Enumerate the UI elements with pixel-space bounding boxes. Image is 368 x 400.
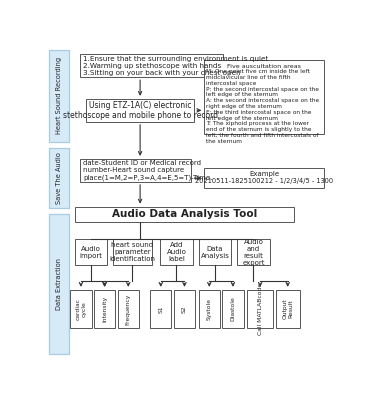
FancyBboxPatch shape [94,290,115,328]
Text: Systole: Systole [207,298,212,320]
FancyBboxPatch shape [199,239,231,265]
Text: Frequency: Frequency [126,294,131,325]
Text: S1: S1 [158,305,163,313]
Text: Audio Data Analysis Tool: Audio Data Analysis Tool [112,209,257,219]
FancyBboxPatch shape [74,207,294,222]
FancyBboxPatch shape [174,290,195,328]
Text: Save The Audio: Save The Audio [56,152,62,204]
Text: M: One point five cm inside the left
midclavicular line of the fifth
intercostal: M: One point five cm inside the left mid… [206,69,319,144]
FancyBboxPatch shape [49,214,69,354]
FancyBboxPatch shape [199,290,220,328]
Text: Example: Example [249,171,279,177]
Text: Using ETZ-1A(C) electronic
stethoscope and mobile phone to record: Using ETZ-1A(C) electronic stethoscope a… [63,101,218,120]
Text: heart sound
parameter
identification: heart sound parameter identification [109,242,155,262]
FancyBboxPatch shape [247,290,273,328]
Text: Audio
import: Audio import [79,246,102,258]
FancyBboxPatch shape [70,290,92,328]
FancyBboxPatch shape [204,168,324,188]
FancyBboxPatch shape [276,290,300,328]
Text: Audio
and
result
export: Audio and result export [242,238,265,266]
Text: date-Student ID or Medical record
number-Heart sound capture
place(1=M,2=P,3=A,4: date-Student ID or Medical record number… [83,160,212,181]
FancyBboxPatch shape [222,290,244,328]
FancyBboxPatch shape [49,50,69,142]
FancyBboxPatch shape [86,99,194,122]
FancyBboxPatch shape [113,239,152,265]
Text: cardiac
cycle: cardiac cycle [75,298,86,320]
FancyBboxPatch shape [49,148,69,208]
Text: Five auscultation areas: Five auscultation areas [227,64,301,69]
FancyBboxPatch shape [150,290,171,328]
FancyBboxPatch shape [80,159,191,182]
Text: Diastole: Diastole [230,297,236,322]
Text: Add
Audio
label: Add Audio label [167,242,187,262]
Text: Call MATLABcode: Call MATLABcode [258,283,263,335]
FancyBboxPatch shape [80,54,223,77]
FancyBboxPatch shape [204,60,324,134]
Text: Heart Sound Recording: Heart Sound Recording [56,57,62,134]
FancyBboxPatch shape [118,290,139,328]
Text: S2: S2 [182,305,187,313]
FancyBboxPatch shape [74,239,107,265]
Text: Intensity: Intensity [102,296,107,322]
Text: 20210511-1825100212 - 1/2/3/4/5 - 1300: 20210511-1825100212 - 1/2/3/4/5 - 1300 [195,178,333,184]
Text: Output
Result: Output Result [282,299,293,320]
Text: Data Extraction: Data Extraction [56,258,62,310]
Text: 1.Ensure that the surrounding environment is quiet
2.Warming up stethoscope with: 1.Ensure that the surrounding environmen… [83,56,268,76]
FancyBboxPatch shape [160,239,193,265]
Text: Data
Analysis: Data Analysis [201,246,229,258]
FancyBboxPatch shape [237,239,270,265]
